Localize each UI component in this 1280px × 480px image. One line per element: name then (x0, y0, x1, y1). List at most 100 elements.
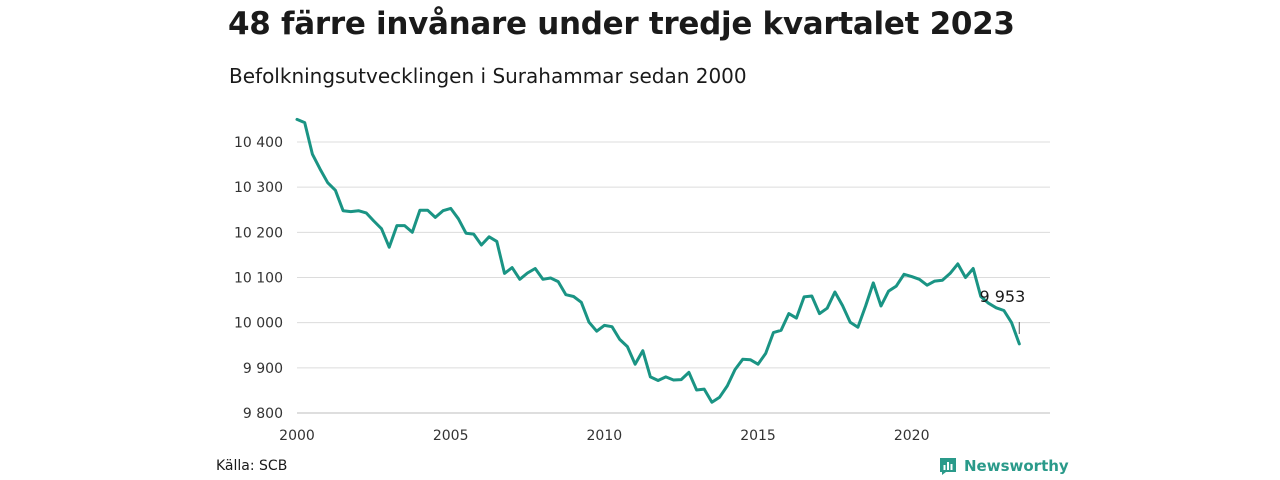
data-point (872, 282, 874, 284)
data-point (319, 168, 321, 170)
chart-subtitle: Befolkningsutvecklingen i Surahammar sed… (229, 64, 747, 88)
data-point (903, 273, 905, 275)
data-point (972, 267, 974, 269)
data-point (404, 225, 406, 227)
data-point (1018, 343, 1020, 345)
data-point (603, 324, 605, 326)
data-point (480, 244, 482, 246)
data-points (296, 118, 1020, 403)
data-point (642, 350, 644, 352)
data-point (703, 388, 705, 390)
data-point (849, 321, 851, 323)
data-point (557, 281, 559, 283)
data-point (811, 295, 813, 297)
x-tick-label: 2005 (433, 428, 469, 444)
data-point (473, 233, 475, 235)
data-point (442, 210, 444, 212)
data-point (365, 212, 367, 214)
grid-lines (297, 141, 1050, 369)
x-tick-label: 2010 (587, 428, 623, 444)
data-point (1011, 322, 1013, 324)
data-point (673, 379, 674, 381)
data-point (434, 216, 436, 218)
data-point (711, 401, 713, 403)
data-point (918, 278, 920, 280)
data-point (457, 218, 459, 220)
data-point (957, 263, 959, 265)
data-point (895, 285, 897, 287)
data-point (626, 346, 628, 348)
last-value-label: 9 953 (979, 287, 1025, 306)
data-point (749, 359, 751, 361)
data-point (834, 291, 836, 293)
data-point (311, 153, 313, 155)
data-point (941, 279, 943, 281)
data-point (388, 246, 390, 248)
data-point (826, 307, 828, 309)
data-point (1003, 309, 1005, 311)
data-point (465, 232, 467, 234)
data-point (334, 189, 336, 191)
y-tick-label: 10 300 (234, 180, 283, 196)
y-tick-label: 9 800 (243, 406, 283, 422)
data-point (742, 358, 744, 360)
data-point (488, 236, 490, 238)
data-point (688, 371, 690, 373)
data-point (427, 209, 429, 211)
data-point (503, 272, 505, 274)
data-point (818, 313, 820, 315)
data-point (588, 321, 590, 323)
data-point (534, 267, 536, 269)
data-point (842, 305, 844, 307)
data-point (696, 389, 698, 391)
data-point (949, 272, 951, 274)
data-point (788, 313, 790, 315)
data-point (511, 267, 513, 269)
data-point (596, 330, 598, 332)
data-point (857, 326, 859, 328)
brand[interactable]: Newsworthy (938, 456, 1069, 476)
data-point (419, 209, 421, 211)
data-point (450, 207, 452, 209)
data-point (726, 385, 728, 387)
data-point (519, 278, 521, 280)
data-point (350, 211, 352, 213)
data-point (304, 122, 306, 124)
data-point (803, 296, 805, 298)
data-point (634, 363, 636, 365)
data-point (580, 301, 582, 303)
data-point (496, 240, 498, 242)
x-axis-ticks: 2000 2005 2010 2015 2020 (279, 428, 929, 444)
data-point (865, 305, 867, 307)
x-tick-label: 2015 (740, 428, 776, 444)
x-tick-label: 2020 (894, 428, 930, 444)
data-point (765, 352, 767, 354)
data-point (342, 210, 344, 212)
y-tick-label: 9 900 (243, 361, 283, 377)
y-tick-label: 10 100 (234, 271, 283, 287)
data-point (619, 338, 621, 340)
chart-title: 48 färre invånare under tredje kvartalet… (228, 6, 1015, 42)
y-tick-label: 10 000 (234, 316, 283, 332)
data-point (964, 277, 966, 278)
data-point (757, 363, 759, 365)
data-point (573, 295, 575, 297)
data-point (680, 379, 682, 381)
data-point (995, 307, 997, 309)
data-point (657, 379, 659, 381)
data-point (396, 225, 398, 227)
data-point (934, 280, 936, 282)
data-point (550, 277, 552, 279)
data-point (926, 284, 928, 286)
data-point (734, 369, 736, 371)
data-point (888, 290, 890, 292)
data-point (980, 295, 982, 297)
brand-name: Newsworthy (964, 457, 1069, 475)
data-point (880, 305, 882, 307)
data-point (565, 294, 567, 296)
data-point (780, 329, 782, 331)
data-point (381, 228, 383, 230)
data-point (542, 278, 544, 280)
data-point (373, 220, 375, 222)
